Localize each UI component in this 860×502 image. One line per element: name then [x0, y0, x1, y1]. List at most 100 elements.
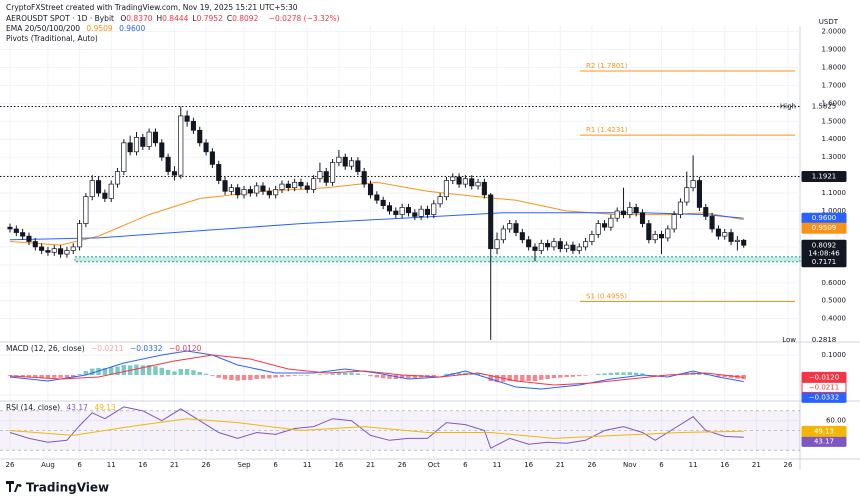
histogram-bar — [45, 375, 51, 378]
y-tick-label: 0.6000 — [822, 279, 847, 287]
candle-body — [260, 185, 266, 192]
candle-body — [83, 196, 89, 224]
symbol: AEROUSDT SPOT · 1D · Bybit — [6, 14, 114, 23]
candle-body — [58, 248, 64, 255]
candle-body — [627, 207, 633, 215]
histogram-bar — [722, 375, 727, 377]
candle-body — [380, 199, 386, 206]
histogram-bar — [343, 372, 348, 375]
axis-label: 0.2818 — [812, 336, 837, 344]
x-tick-label: 11 — [303, 461, 312, 469]
candle-body — [500, 228, 506, 241]
ohlc-key: H — [156, 14, 163, 23]
x-tick-label: 6 — [659, 461, 664, 469]
x-tick-label: 26 — [784, 461, 793, 469]
x-tick-label: 26 — [398, 461, 407, 469]
y-tick-label: 0.4000 — [822, 315, 847, 323]
histogram-bar — [564, 375, 569, 377]
rsi-header: RSI (14, close) 43.17 49.13 — [6, 403, 120, 413]
axis-label: 43.17 — [814, 437, 834, 445]
histogram-bar — [216, 375, 221, 378]
histogram-bar — [583, 375, 588, 376]
candle-body — [393, 210, 399, 215]
histogram-bar — [374, 375, 380, 378]
histogram-bar — [444, 373, 449, 375]
candle-body — [741, 239, 747, 246]
rsi-value: 49.13 — [94, 403, 116, 412]
ema-value: 0.9509 — [86, 24, 113, 33]
candle-body — [171, 171, 177, 176]
y-tick-label: 1.8000 — [822, 63, 847, 71]
candle-body — [462, 178, 468, 185]
logo-mark — [6, 481, 22, 492]
change: −0.0278 (−3.32%) — [268, 14, 340, 23]
axis-label: 0.7171 — [812, 258, 837, 266]
candle-body — [557, 241, 563, 250]
x-tick-label: 26 — [202, 461, 211, 469]
candle-body — [298, 181, 304, 187]
histogram-bar — [260, 375, 266, 379]
histogram-bar — [494, 375, 500, 383]
support-zone — [74, 256, 801, 263]
candle-body — [77, 223, 83, 248]
histogram-bar — [355, 373, 361, 375]
histogram-bar — [399, 375, 405, 379]
y-tick-label: 60.00 — [826, 417, 846, 425]
candle-body — [228, 187, 234, 192]
axis-label-box — [801, 425, 847, 437]
rsi-title: RSI (14, close) — [6, 403, 61, 412]
histogram-bar — [305, 375, 310, 376]
histogram-bar — [58, 375, 63, 378]
histogram-bar — [551, 375, 557, 378]
histogram-bar — [77, 374, 82, 375]
candle-body — [70, 246, 76, 251]
histogram-bar — [602, 373, 607, 375]
candle-body — [51, 248, 57, 253]
x-tick-label: 26 — [6, 461, 15, 469]
histogram-bar — [197, 372, 202, 375]
x-tick-label: 21 — [556, 461, 565, 469]
histogram-bar — [615, 372, 620, 375]
candle-body — [121, 142, 127, 172]
histogram-bar — [241, 375, 247, 381]
candle-body — [602, 223, 608, 228]
macd-header: MACD (12, 26, close) −0.0211 −0.0332 −0.… — [6, 344, 205, 354]
candle-body — [709, 216, 715, 230]
candle-body — [355, 160, 361, 172]
histogram-bar — [191, 370, 196, 375]
symbol-line: AEROUSDT SPOT · 1D · Bybit O0.8370 H0.844… — [6, 14, 344, 24]
candle-body — [140, 137, 146, 147]
candle-body — [241, 189, 247, 196]
axis-label: 0.8092 — [812, 241, 837, 249]
histogram-bar — [222, 375, 228, 380]
candle-body — [7, 226, 13, 230]
candle-body — [133, 137, 140, 153]
ohlc-value: 0.8092 — [232, 14, 259, 23]
brand: TradingView — [26, 481, 109, 495]
candle-body — [443, 180, 449, 198]
axis-label: 1.5825 — [812, 103, 837, 111]
y-tick-label: 1.6000 — [822, 99, 847, 107]
candle-body — [715, 228, 721, 237]
histogram-bar — [608, 372, 614, 375]
histogram-bar — [716, 375, 721, 377]
currency: USDT — [819, 18, 839, 26]
axis-label-box — [801, 171, 847, 183]
x-tick-label: 6 — [463, 461, 468, 469]
histogram-bar — [526, 375, 531, 381]
histogram-bar — [26, 375, 32, 377]
candle-body — [247, 189, 253, 194]
candle-body — [589, 233, 595, 242]
series-line — [9, 350, 744, 390]
histogram-bar — [7, 375, 13, 376]
ema-title: EMA 20/50/100/200 — [6, 24, 81, 33]
x-tick-label: 6 — [273, 461, 278, 469]
histogram-bar — [121, 365, 127, 375]
candle-body — [564, 244, 570, 250]
candle-body — [690, 180, 696, 189]
candle-body — [102, 192, 108, 199]
histogram-bar — [532, 375, 538, 381]
histogram-bar — [627, 372, 633, 375]
x-tick-label: Sep — [237, 461, 251, 469]
